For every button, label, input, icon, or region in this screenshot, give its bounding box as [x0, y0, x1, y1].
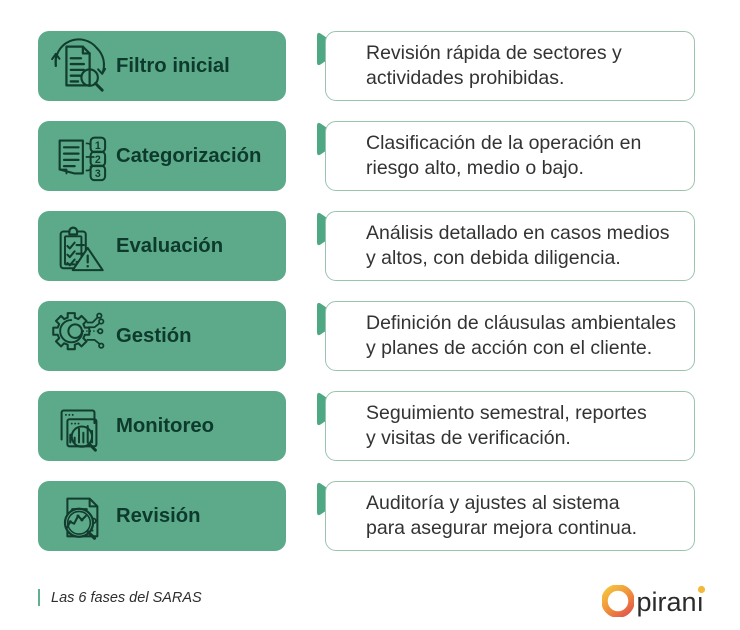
svg-text:3: 3	[95, 168, 101, 180]
svg-text:1: 1	[95, 140, 101, 152]
svg-text:2: 2	[95, 154, 101, 166]
